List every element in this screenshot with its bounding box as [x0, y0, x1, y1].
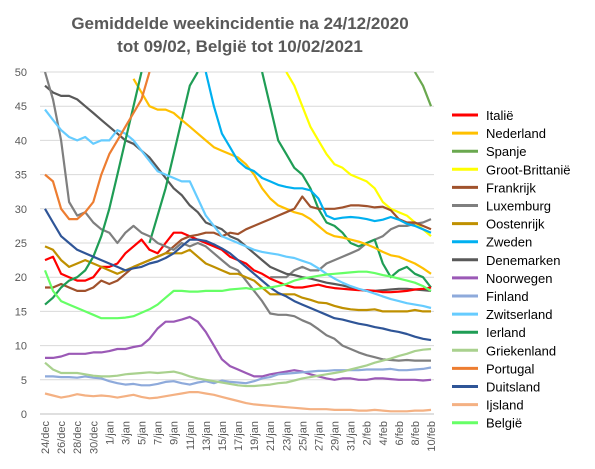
x-tick-label: 1/jan [104, 421, 116, 445]
plot-area [43, 72, 433, 413]
chart-title-line1: Gemiddelde weekincidentie na 24/12/2020 [71, 14, 409, 33]
x-tick-label: 30/dec [88, 421, 100, 455]
x-tick-label: 8/feb [410, 421, 422, 445]
x-tick-label: 24/dec [40, 421, 52, 455]
series-line-ijsland [44, 391, 432, 413]
series-line-zweden [204, 72, 432, 234]
series-line-groot-brittani- [285, 72, 432, 238]
x-tick-label: 23/jan [281, 421, 293, 451]
y-tick-label: 40 [15, 135, 27, 147]
x-tick-label: 31/jan [346, 421, 358, 451]
y-tick-label: 30 [15, 204, 27, 216]
x-tick-label: 26/dec [56, 421, 68, 455]
series-line-luxemburg [43, 72, 431, 362]
y-tick-label: 15 [15, 306, 27, 318]
legend-label: Griekenland [486, 343, 556, 358]
x-tick-label: 19/jan [249, 421, 261, 451]
x-tick-label: 11/jan [185, 421, 197, 450]
series-lines [43, 72, 433, 413]
legend-label: Nederland [486, 126, 546, 141]
series-line-extra-4 [148, 72, 199, 244]
x-tick-label: 3/jan [120, 421, 132, 445]
legend-label: Groot-Brittanië [486, 162, 571, 177]
legend-label: Zwitserland [486, 307, 552, 322]
series-line-extra-0 [270, 218, 432, 279]
series-line-griekenland [44, 347, 432, 388]
x-tick-label: 28/dec [72, 421, 84, 455]
x-tick-label: 2/feb [362, 421, 374, 445]
legend-label: België [486, 416, 522, 431]
series-line-zwitserland [44, 108, 432, 310]
y-tick-label: 5 [21, 375, 27, 387]
y-tick-label: 35 [15, 170, 27, 182]
series-line-belgi- [43, 270, 432, 320]
legend-label: Zweden [486, 235, 532, 250]
y-tick-label: 10 [15, 341, 27, 353]
series-line-frankrijk [45, 195, 432, 292]
x-tick-label: 15/jan [217, 421, 229, 451]
series-line-oostenrijk [44, 245, 431, 313]
x-tick-label: 5/jan [137, 421, 149, 445]
legend-label: Italië [486, 108, 513, 123]
y-tick-label: 20 [15, 272, 27, 284]
x-tick-label: 7/jan [153, 421, 165, 445]
series-line-portugal [44, 72, 151, 221]
legend-label: Luxemburg [486, 199, 551, 214]
chart-title-line2: tot 09/02, België tot 10/02/2021 [117, 37, 363, 56]
y-tick-label: 50 [15, 67, 27, 79]
legend-label: Denemarken [486, 253, 560, 268]
legend-label: Duitsland [486, 380, 540, 395]
x-tick-label: 4/feb [378, 421, 390, 445]
y-tick-label: 45 [15, 101, 27, 113]
y-tick-label: 25 [15, 238, 27, 250]
series-line-duitsland [44, 208, 432, 342]
y-tick-label: 0 [21, 409, 27, 421]
x-tick-label: 21/jan [265, 421, 277, 451]
x-tick-label: 13/jan [201, 421, 213, 451]
x-tick-label: 17/jan [233, 421, 245, 451]
series-line-spanje [413, 72, 433, 107]
x-tick-label: 10/feb [426, 421, 438, 452]
legend-label: Noorwegen [486, 271, 553, 286]
series-line-nederland [132, 78, 432, 275]
x-axis-tick-labels: 24/dec 26/dec 28/dec 30/dec 1/jan 3/jan 5/jan 7… [40, 421, 438, 455]
x-tick-label: 9/jan [169, 421, 181, 445]
legend-label: Finland [486, 289, 529, 304]
legend-label: Frankrijk [486, 180, 536, 195]
series-line-noorwegen [45, 315, 432, 382]
legend-label: Portugal [486, 361, 535, 376]
legend: Italië Nederland Spanje Groot-Brittanië Fran… [452, 108, 571, 431]
legend-label: Ijsland [486, 398, 524, 413]
legend-label: Spanje [486, 144, 526, 159]
x-tick-label: 29/jan [330, 421, 342, 451]
y-axis-tick-labels: 0 5 10 15 20 25 30 35 40 45 50 [15, 67, 27, 421]
legend-label: Ierland [486, 325, 526, 340]
x-tick-label: 25/jan [297, 421, 309, 451]
series-line-itali- [44, 231, 432, 294]
legend-label: Oostenrijk [486, 217, 545, 232]
series-line-finland [45, 366, 432, 387]
x-tick-label: 6/feb [394, 421, 406, 445]
x-tick-label: 27/jan [313, 421, 325, 451]
